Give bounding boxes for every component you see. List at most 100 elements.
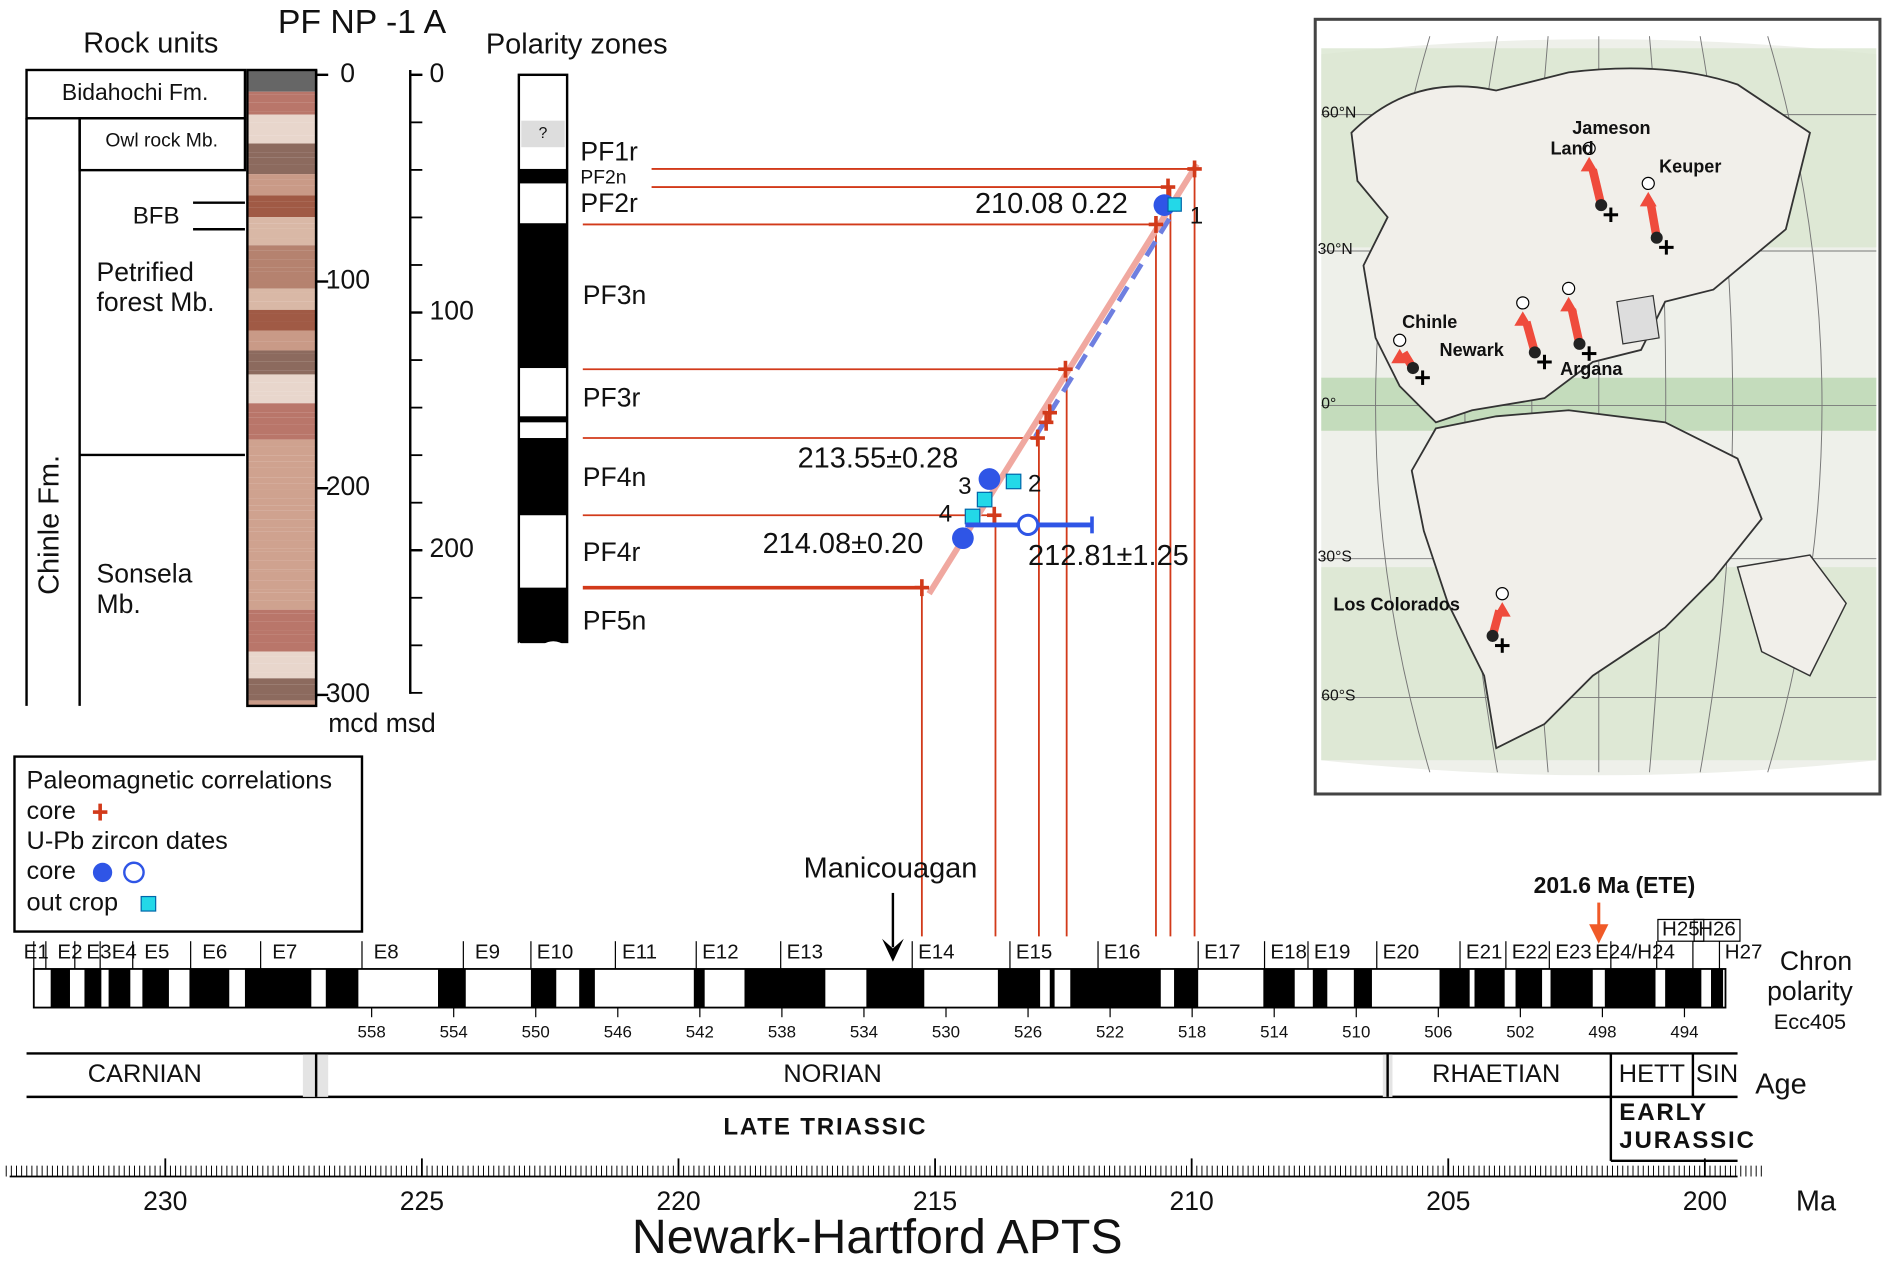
core-band — [247, 330, 317, 333]
label: E9 — [475, 941, 500, 964]
label: E23 — [1555, 941, 1591, 964]
core-band — [247, 434, 317, 440]
label: 210.08 0.22 — [975, 188, 1128, 220]
core-band — [247, 560, 317, 570]
label: 100 — [326, 265, 370, 295]
label: 558 — [358, 1022, 386, 1041]
label: Petrified — [97, 257, 194, 287]
core-band — [247, 483, 317, 490]
label: 502 — [1506, 1022, 1534, 1041]
core-band — [247, 152, 317, 158]
core-band — [247, 412, 317, 418]
label: Ma — [1796, 1186, 1837, 1218]
chron-box — [1693, 918, 1741, 942]
core-band — [247, 609, 317, 614]
core-band — [247, 439, 317, 447]
chron-band — [1604, 968, 1656, 1008]
label: E15 — [1016, 941, 1052, 964]
core-band — [247, 424, 317, 435]
outcrop — [1005, 473, 1022, 490]
label: Chinle — [1402, 312, 1457, 332]
chron-band — [744, 968, 826, 1008]
label: E24/H24 — [1595, 941, 1675, 964]
label: E5 — [144, 941, 169, 964]
core-band — [247, 288, 317, 293]
core-band — [247, 91, 317, 95]
arrow-head — [1580, 156, 1598, 172]
chron-band — [1439, 968, 1470, 1008]
core-band — [247, 569, 317, 572]
core-band — [247, 580, 317, 590]
label: 220 — [656, 1186, 700, 1216]
core-band — [247, 455, 317, 462]
label: 213.55±0.28 — [798, 442, 959, 474]
core-band — [247, 630, 317, 635]
chron-band — [1474, 968, 1505, 1008]
label: RHAETIAN — [1432, 1060, 1560, 1088]
core-band — [247, 467, 317, 478]
core-band — [247, 292, 317, 302]
arrow-head — [1639, 191, 1657, 207]
core-band — [247, 461, 317, 468]
core-band — [247, 143, 317, 153]
label: 4 — [939, 501, 952, 528]
label: 530 — [932, 1022, 960, 1041]
label: Argana — [1560, 359, 1623, 379]
label: E13 — [787, 941, 823, 964]
core-band — [247, 321, 317, 331]
label: 205 — [1426, 1186, 1470, 1216]
arrow-head — [1391, 348, 1409, 364]
label: E4 — [112, 941, 137, 964]
pol-band — [518, 168, 568, 184]
label: 230 — [143, 1186, 187, 1216]
core-band — [247, 332, 317, 342]
core-band — [247, 228, 317, 239]
label: 30°N — [1318, 241, 1353, 258]
label: 60°N — [1321, 105, 1356, 122]
chron-band — [579, 968, 595, 1008]
pol-band — [518, 223, 568, 369]
chron-band — [325, 968, 359, 1008]
label: 200 — [1683, 1186, 1727, 1216]
core-band — [247, 498, 317, 506]
core-band — [247, 114, 317, 123]
chron-band — [693, 968, 705, 1008]
label: E12 — [702, 941, 738, 964]
label: forest Mb. — [97, 287, 215, 317]
site-now — [1595, 199, 1608, 212]
site-now — [1573, 337, 1586, 350]
label: 2 — [1028, 470, 1041, 497]
core-band — [247, 238, 317, 246]
core-band — [247, 489, 317, 499]
label: Land — [1551, 138, 1594, 158]
chron-band — [866, 968, 925, 1008]
label: 214.08±0.20 — [763, 528, 924, 560]
core-band — [247, 132, 317, 136]
core-band — [247, 519, 317, 528]
label: E2 — [57, 941, 82, 964]
label: E16 — [1104, 941, 1140, 964]
chron-band — [50, 968, 70, 1008]
label: core — [27, 857, 76, 885]
label: 200 — [430, 533, 474, 563]
label: EARLY — [1619, 1099, 1708, 1126]
core-band — [247, 403, 317, 413]
label: 1 — [1190, 203, 1203, 230]
label: PF2r — [580, 188, 638, 218]
chron-band — [142, 968, 169, 1008]
label: H26 — [1698, 918, 1736, 941]
label: PF NP -1 A — [278, 3, 447, 41]
label: E20 — [1383, 941, 1419, 964]
site-old — [1393, 333, 1407, 347]
date-dot — [978, 468, 1001, 490]
continent — [1410, 409, 1763, 750]
label: E7 — [272, 941, 297, 964]
label: Manicouagan — [804, 853, 978, 885]
core-band — [247, 477, 317, 484]
label: 201.6 Ma (ETE) — [1534, 872, 1696, 898]
core-band — [247, 642, 317, 652]
label: H27 — [1725, 941, 1763, 964]
label: H25 — [1662, 918, 1700, 941]
pol-band — [518, 587, 568, 642]
